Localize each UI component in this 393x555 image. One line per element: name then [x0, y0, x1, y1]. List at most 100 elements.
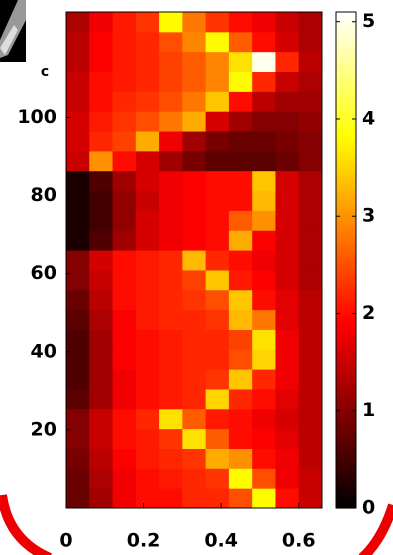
colorbar-step: [336, 316, 356, 321]
colorbar-step: [336, 252, 356, 257]
colorbar-step: [336, 60, 356, 65]
colorbar-step: [336, 108, 356, 113]
heat-cell: [135, 488, 160, 509]
colorbar-tick-label: 5: [362, 10, 375, 32]
colorbar-step: [336, 280, 356, 285]
heat-cell: [66, 309, 90, 330]
heat-cell: [135, 369, 160, 390]
heat-cell: [252, 289, 276, 311]
colorbar-tick-label: 2: [362, 302, 375, 324]
colorbar-step: [336, 304, 356, 309]
heat-cell: [135, 111, 160, 132]
colorbar-step: [336, 384, 356, 389]
heat-cell: [135, 408, 160, 430]
heat-cell: [135, 250, 160, 271]
colorbar-step: [336, 16, 356, 21]
colorbar-step: [336, 132, 356, 137]
heat-cell: [112, 91, 137, 112]
heat-cell: [275, 329, 300, 350]
x-tick-label: 0.6: [282, 530, 316, 552]
colorbar-step: [336, 268, 356, 273]
heat-cell: [135, 51, 160, 73]
colorbar-step: [336, 440, 356, 445]
heat-cell: [275, 250, 300, 271]
colorbar-step: [336, 492, 356, 497]
x-tick-label: 0.2: [127, 530, 161, 552]
colorbar-step: [336, 244, 356, 249]
heat-cell: [66, 230, 90, 251]
colorbar-step: [336, 464, 356, 469]
heat-cell: [89, 408, 114, 430]
colorbar-step: [336, 328, 356, 333]
heat-cell: [159, 408, 183, 430]
heat-cell: [112, 388, 137, 410]
heat-cell: [205, 230, 230, 251]
colorbar-step: [336, 104, 356, 109]
colorbar-step: [336, 484, 356, 489]
colorbar-step: [336, 332, 356, 337]
colorbar-step: [336, 220, 356, 225]
heat-cell: [205, 488, 230, 509]
heat-cell: [159, 91, 183, 112]
heat-cell: [182, 329, 207, 350]
heat-cell: [89, 31, 114, 53]
heat-cell: [275, 31, 300, 53]
heat-cell: [159, 71, 183, 92]
y-tick-label: 40: [31, 340, 57, 362]
heat-cell: [228, 12, 253, 33]
heat-cell: [298, 210, 323, 231]
heat-cell: [252, 131, 276, 152]
heat-cell: [275, 369, 300, 390]
heat-cell: [298, 131, 323, 152]
heat-cell: [159, 468, 183, 489]
heat-cell: [182, 190, 207, 211]
heat-cell: [135, 269, 160, 291]
decor-arc: [0, 494, 53, 555]
heat-cell: [228, 31, 253, 53]
heat-cell: [112, 468, 137, 489]
heat-cell: [298, 269, 323, 291]
colorbar-step: [336, 352, 356, 357]
colorbar-step: [336, 140, 356, 145]
heat-cell: [182, 230, 207, 251]
heat-cell: [205, 428, 230, 449]
heat-cell: [275, 388, 300, 410]
heat-cell: [159, 210, 183, 231]
colorbar-step: [336, 56, 356, 61]
heat-cell: [89, 388, 114, 410]
colorbar-step: [336, 96, 356, 101]
colorbar-step: [336, 504, 356, 509]
heat-cell: [182, 309, 207, 330]
heat-cell: [182, 408, 207, 430]
heat-cell: [182, 71, 207, 92]
colorbar-step: [336, 228, 356, 233]
heat-cell: [275, 309, 300, 330]
heat-cell: [275, 488, 300, 509]
heat-cell: [159, 309, 183, 330]
heat-cell: [66, 250, 90, 271]
colorbar-step: [336, 76, 356, 81]
heat-cell: [298, 250, 323, 271]
heat-cell: [228, 190, 253, 211]
heat-cell: [252, 210, 276, 231]
colorbar-step: [336, 248, 356, 253]
colorbar-step: [336, 172, 356, 177]
colorbar-step: [336, 88, 356, 93]
heat-cell: [228, 269, 253, 291]
heat-cell: [135, 190, 160, 211]
heat-cell: [135, 428, 160, 449]
heat-cell: [298, 488, 323, 509]
colorbar-step: [336, 160, 356, 165]
heat-cell: [89, 150, 114, 172]
heat-cell: [135, 91, 160, 112]
heat-cell: [66, 448, 90, 469]
heat-cell: [112, 150, 137, 172]
colorbar-step: [336, 188, 356, 193]
heat-cell: [89, 250, 114, 271]
y-tick-label: 80: [31, 184, 57, 206]
heat-cell: [112, 230, 137, 251]
heat-cell: [89, 289, 114, 311]
heat-cell: [89, 230, 114, 251]
y-tick-label: 60: [31, 262, 57, 284]
